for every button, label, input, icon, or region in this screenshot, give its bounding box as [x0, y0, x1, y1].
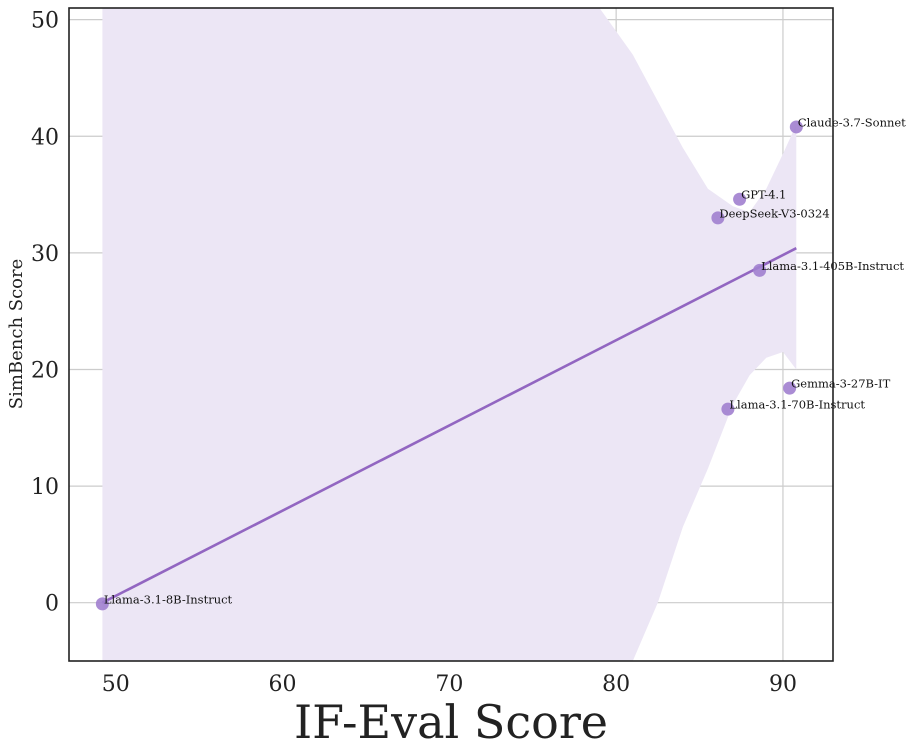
- x-axis-label: IF-Eval Score: [294, 695, 608, 749]
- data-point: [733, 192, 747, 206]
- y-tick-label: 10: [31, 475, 59, 500]
- plot-frame: [68, 7, 834, 662]
- regression-line: [101, 247, 797, 604]
- data-point: [783, 381, 797, 395]
- point-labels: Llama-3.1-8B-Instruct Llama-3.1-70B-Instr…: [104, 115, 906, 606]
- x-tick-label: 70: [435, 672, 463, 697]
- x-tick-label: 90: [769, 672, 797, 697]
- x-axis-ticks: 50 60 70 80 90: [102, 672, 797, 697]
- data-point: [721, 402, 735, 416]
- point-label: Gemma-3-27B-IT: [791, 377, 890, 391]
- point-label: GPT-4.1: [741, 188, 786, 202]
- x-tick-label: 80: [602, 672, 630, 697]
- point-label: Llama-3.1-8B-Instruct: [104, 592, 233, 606]
- y-tick-label: 30: [31, 242, 59, 267]
- data-point: [789, 120, 803, 134]
- y-axis-ticks: 0 10 20 30 40 50: [31, 9, 59, 617]
- data-point: [753, 263, 767, 277]
- x-tick-label: 50: [102, 672, 130, 697]
- point-label: Claude-3.7-Sonnet: [798, 115, 906, 129]
- y-tick-label: 50: [31, 9, 59, 34]
- point-label: Llama-3.1-70B-Instruct: [729, 398, 865, 412]
- y-tick-label: 20: [31, 358, 59, 383]
- data-point: [711, 211, 725, 225]
- data-points: [95, 120, 803, 611]
- x-tick-label: 60: [269, 672, 297, 697]
- y-axis-label: SimBench Score: [6, 259, 27, 410]
- point-label: DeepSeek-V3-0324: [719, 206, 829, 220]
- data-point: [95, 597, 109, 611]
- confidence-band: [102, 8, 797, 661]
- y-tick-label: 40: [31, 125, 59, 150]
- y-tick-label: 0: [45, 592, 59, 617]
